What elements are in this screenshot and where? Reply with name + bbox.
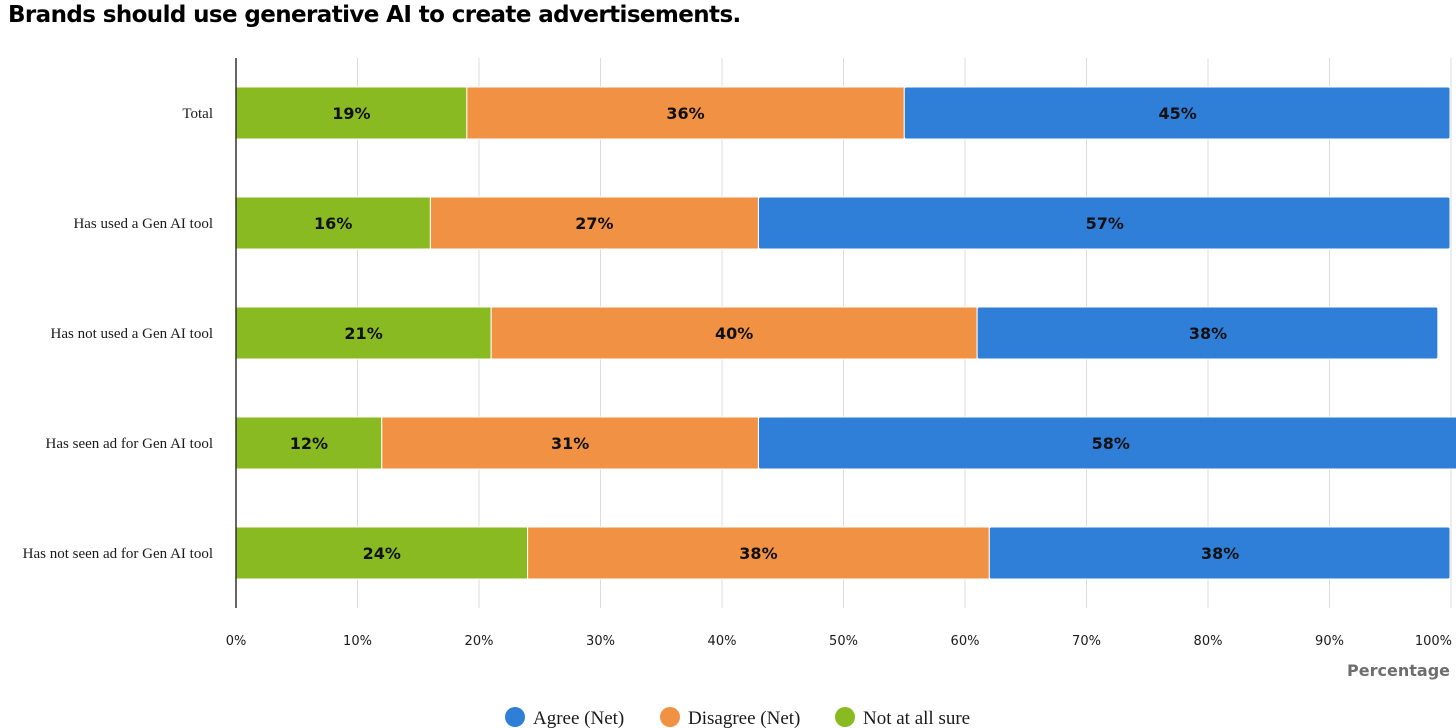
x-axis-ticks: 0% 10% 20% 30% 40% 50% 60% 70% 80% 90% 100% <box>226 634 1452 649</box>
legend-marker[interactable] <box>505 707 525 727</box>
category-label: Total <box>182 106 213 122</box>
bar-segment[interactable] <box>235 306 492 360</box>
bar-segment[interactable] <box>235 196 431 250</box>
bar-segment[interactable] <box>757 416 1456 470</box>
bar-value-label: 24% <box>363 544 401 563</box>
bar-value-label: 36% <box>666 104 704 123</box>
bar-value-label: 40% <box>715 324 753 343</box>
legend-marker[interactable] <box>835 707 855 727</box>
bar-value-label: 12% <box>290 434 328 453</box>
bar-value-label: 31% <box>551 434 589 453</box>
bar-value-label: 19% <box>332 104 370 123</box>
bar-value-label: 38% <box>1189 324 1227 343</box>
chart-title: Brands should use generative AI to creat… <box>8 2 741 28</box>
x-tick-label: 50% <box>829 634 858 649</box>
bar-value-label: 38% <box>739 544 777 563</box>
x-tick-label: 20% <box>465 634 494 649</box>
bar-segment[interactable] <box>381 416 759 470</box>
bar-value-label: 45% <box>1158 104 1196 123</box>
bar-segment[interactable] <box>976 306 1439 360</box>
bar-value-label: 27% <box>575 214 613 233</box>
bar-segment[interactable] <box>903 86 1451 140</box>
bar-value-label: 58% <box>1092 434 1130 453</box>
category-label: Has seen ad for Gen AI tool <box>46 436 213 452</box>
category-label: Has not seen ad for Gen AI tool <box>23 546 213 562</box>
legend[interactable]: Agree (Net) Disagree (Net) Not at all sure <box>505 707 970 728</box>
x-tick-label: 30% <box>586 634 615 649</box>
x-tick-label: 10% <box>343 634 372 649</box>
bar-value-label: 57% <box>1086 214 1124 233</box>
bar-value-label: 21% <box>344 324 382 343</box>
x-tick-label: 70% <box>1072 634 1101 649</box>
x-tick-label: 100% <box>1415 634 1452 649</box>
bar-segment[interactable] <box>429 196 759 250</box>
x-tick-label: 40% <box>708 634 737 649</box>
bar-segment[interactable] <box>527 526 990 580</box>
x-axis-title: Percentage <box>1347 661 1450 680</box>
x-tick-label: 60% <box>951 634 980 649</box>
x-tick-label: 80% <box>1194 634 1223 649</box>
legend-label[interactable]: Not at all sure <box>863 708 970 728</box>
bar-segment[interactable] <box>235 86 468 140</box>
x-tick-label: 90% <box>1315 634 1344 649</box>
bar-segment[interactable] <box>988 526 1451 580</box>
bar-segment[interactable] <box>757 196 1451 250</box>
bar-segment[interactable] <box>466 86 905 140</box>
category-label: Has used a Gen AI tool <box>73 216 213 232</box>
bar-value-label: 16% <box>314 214 352 233</box>
legend-marker[interactable] <box>660 707 680 727</box>
legend-label[interactable]: Agree (Net) <box>533 708 624 728</box>
bars: 19% 36% 45% 16% 27% 57% 21% 40% 38% 12% 31% 58% 24% 3… <box>235 86 1456 580</box>
category-label: Has not used a Gen AI tool <box>51 326 213 342</box>
x-tick-label: 0% <box>226 634 247 649</box>
bar-segment[interactable] <box>235 416 383 470</box>
bar-segment[interactable] <box>235 526 529 580</box>
bar-value-label: 38% <box>1201 544 1239 563</box>
category-labels: Total Has used a Gen AI tool Has not used … <box>23 106 213 562</box>
legend-label[interactable]: Disagree (Net) <box>688 708 800 728</box>
bar-segment[interactable] <box>490 306 978 360</box>
